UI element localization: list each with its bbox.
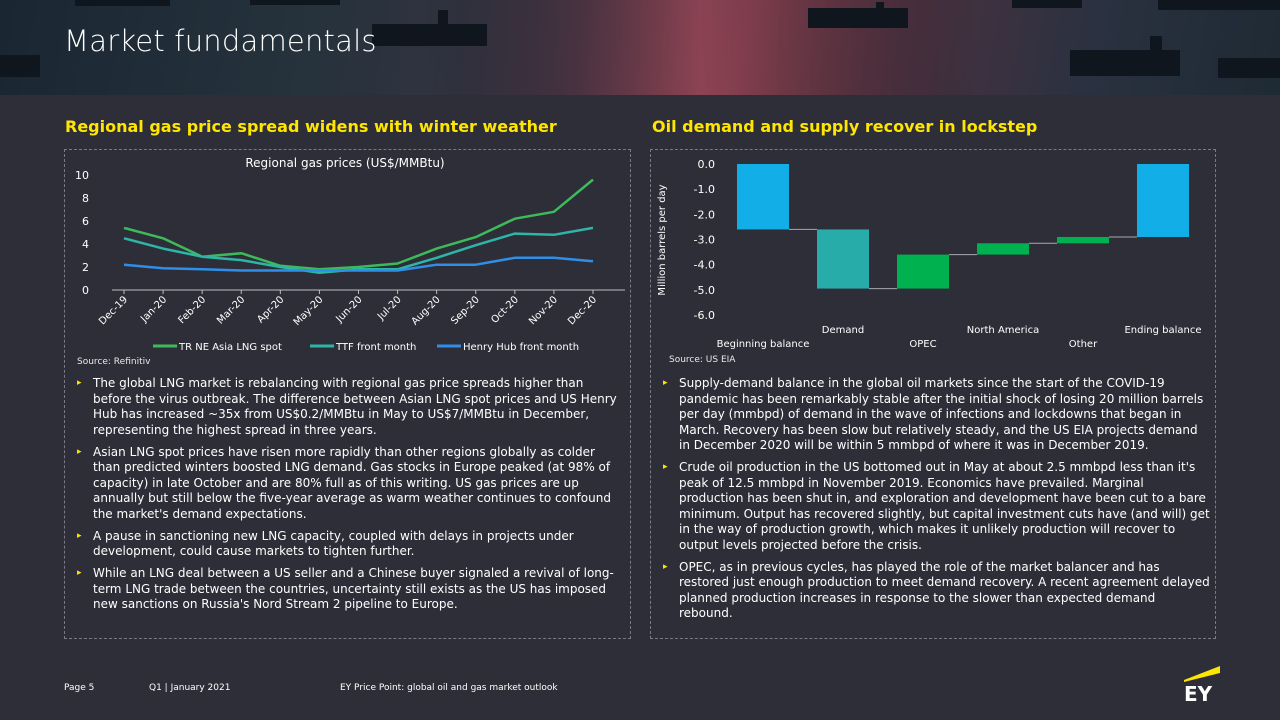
y-tick-label: -6.0	[694, 309, 715, 322]
y-tick-label: 4	[82, 238, 89, 251]
category-label: Beginning balance	[717, 339, 810, 350]
bullet-item: The global LNG market is rebalancing wit…	[69, 376, 621, 438]
x-tick-label: Oct-20	[489, 294, 521, 326]
category-label: Other	[1069, 339, 1098, 350]
footer-date: Q1 | January 2021	[149, 683, 231, 693]
y-tick-label: -2.0	[694, 208, 715, 221]
series-line-2	[123, 256, 594, 272]
y-tick-label: 2	[82, 261, 89, 274]
bullet-item: Asian LNG spot prices have risen more ra…	[69, 445, 621, 523]
category-label: North America	[967, 325, 1039, 336]
legend-label: TR NE Asia LNG spot	[178, 342, 282, 353]
y-tick-label: 0	[82, 284, 89, 297]
y-tick-label: -1.0	[694, 183, 715, 196]
right-bullet-list: Supply-demand balance in the global oil …	[655, 376, 1211, 628]
x-tick-label: Feb-20	[176, 294, 208, 326]
waterfall-bar	[897, 254, 949, 289]
bullet-item: While an LNG deal between a US seller an…	[69, 566, 621, 613]
y-tick-label: -4.0	[694, 259, 715, 272]
left-panel: Regional gas prices (US$/MMBtu) 0 2 4 6 8 10 De…	[64, 149, 631, 639]
left-bullet-list: The global LNG market is rebalancing wit…	[69, 376, 621, 619]
oil-waterfall-chart: Million barrels per day 0.0 -1.0 -2.0 -3.0 -4…	[657, 158, 1202, 350]
right-panel: Million barrels per day 0.0 -1.0 -2.0 -3.0 -4…	[650, 149, 1216, 639]
header-banner: Market fundamentals	[0, 0, 1280, 95]
x-tick-label: Nov-20	[527, 294, 560, 327]
x-tick-label: May-20	[292, 294, 326, 328]
x-tick-label: Sep-20	[449, 294, 482, 327]
x-tick-label: Dec-20	[566, 294, 599, 327]
category-label: Ending balance	[1124, 325, 1201, 336]
left-source: Source: Refinitiv	[77, 357, 151, 367]
bullet-item: Crude oil production in the US bottomed …	[655, 460, 1211, 553]
waterfall-bar	[737, 164, 789, 230]
x-tick-label: Jun-20	[334, 294, 365, 325]
left-section-title: Regional gas price spread widens with wi…	[65, 117, 557, 136]
x-tick-label: Jul-20	[375, 294, 404, 323]
category-label: Demand	[822, 325, 864, 336]
page-title: Market fundamentals	[64, 24, 377, 58]
ey-logo: EY	[1184, 666, 1220, 704]
footer-publication: EY Price Point: global oil and gas marke…	[340, 683, 558, 693]
bullet-item: Supply-demand balance in the global oil …	[655, 376, 1211, 454]
y-axis-title: Million barrels per day	[657, 184, 668, 295]
right-source: Source: US EIA	[669, 355, 736, 365]
waterfall-bar	[1057, 236, 1109, 244]
bullet-item: OPEC, as in previous cycles, has played …	[655, 560, 1211, 622]
y-tick-label: 10	[75, 169, 89, 182]
x-tick-label: Aug-20	[410, 294, 443, 327]
right-section-title: Oil demand and supply recover in lockste…	[652, 117, 1038, 136]
legend-label: TTF front month	[335, 342, 416, 353]
ey-logo-text: EY	[1184, 682, 1213, 704]
legend-label: Henry Hub front month	[463, 342, 579, 353]
category-label: OPEC	[909, 339, 936, 350]
y-tick-label: -3.0	[694, 234, 715, 247]
footer-page: Page 5	[64, 683, 95, 693]
y-tick-label: 6	[82, 215, 89, 228]
gas-price-chart: Regional gas prices (US$/MMBtu) 0 2 4 6 8 10 De…	[75, 156, 625, 353]
waterfall-bar	[1137, 164, 1189, 237]
ey-logo-beam-icon	[1184, 666, 1220, 682]
y-tick-label: 0.0	[698, 158, 716, 171]
waterfall-bar	[977, 243, 1029, 255]
chart-title: Regional gas prices (US$/MMBtu)	[245, 156, 444, 170]
x-tick-label: Apr-20	[255, 294, 286, 325]
y-tick-label: -5.0	[694, 284, 715, 297]
y-tick-label: 8	[82, 192, 89, 205]
harbor-photo	[0, 0, 1280, 95]
waterfall-bar	[817, 229, 869, 289]
bullet-item: A pause in sanctioning new LNG capacity,…	[69, 529, 621, 560]
x-tick-label: Dec-19	[97, 294, 130, 327]
x-tick-label: Jan-20	[138, 294, 169, 325]
x-tick-label: Mar-20	[215, 294, 247, 326]
